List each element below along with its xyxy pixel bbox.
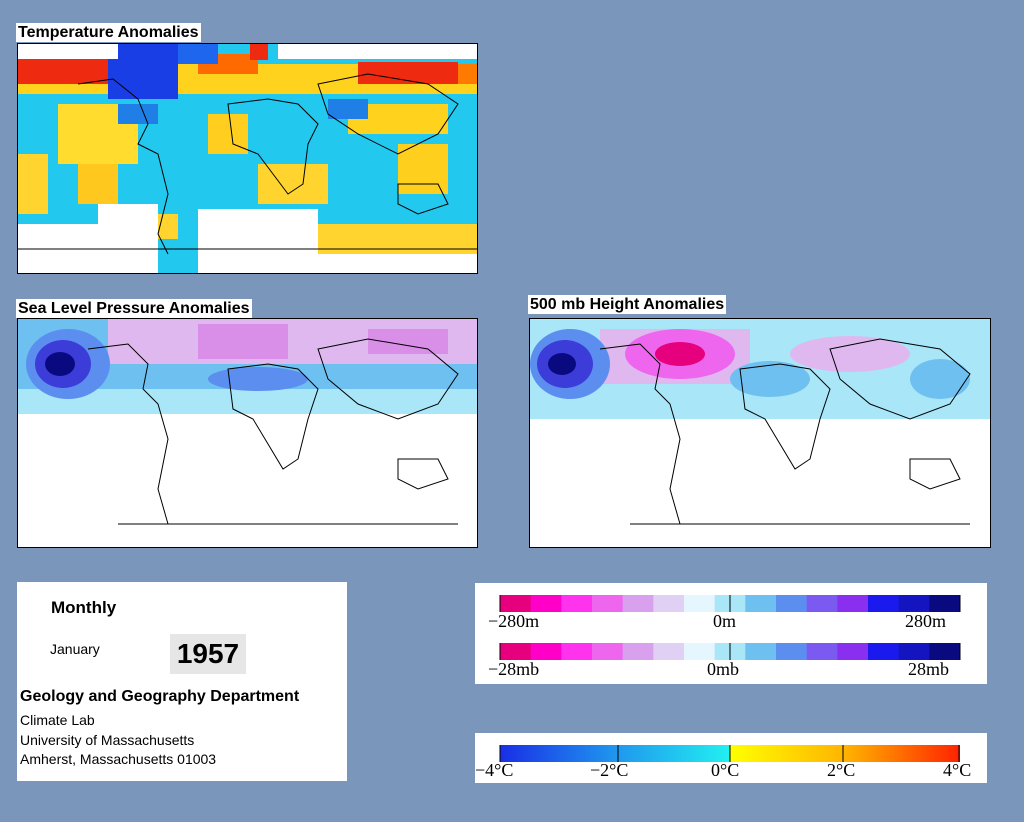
color-bar-segment [500,643,532,660]
temperature-legend: −4°C −2°C 0°C 2°C 4°C [475,733,987,783]
temp-scale-minus4: −4°C [475,760,514,780]
height-scale-mid: 0m [713,611,737,631]
color-bar-segment [653,595,685,612]
color-bar-segment [929,643,961,660]
color-bar-segment [592,643,624,660]
lab-label: Climate Lab [20,712,95,728]
temperature-color-bar [499,745,960,762]
color-bar-segment [745,595,777,612]
color-bar-segment [500,595,532,612]
address-label: Amherst, Massachusetts 01003 [20,751,217,767]
temp-scale-plus2: 2°C [827,760,856,780]
color-bar-segment [806,643,838,660]
color-bar-segment [561,595,593,612]
info-box: Monthly January 1957 Geology and Geograp… [17,582,347,781]
height500-anomaly-map [529,318,991,548]
color-bar-segment [776,595,808,612]
color-bar-segment [806,595,838,612]
height-scale-min: −280m [488,611,540,631]
period-label: Monthly [51,598,117,617]
slp-map-title: Sea Level Pressure Anomalies [16,299,252,318]
height-scale-max: 280m [905,611,947,631]
color-bar-segment [592,595,624,612]
color-bar-segment [929,595,961,612]
color-bar-segment [837,643,869,660]
pressure-scale-min: −28mb [488,659,540,679]
department-label: Geology and Geography Department [20,688,300,705]
year-label: 1957 [170,634,246,674]
color-bar-segment [898,643,930,660]
color-bar-segment [776,643,808,660]
color-bar-segment [684,643,716,660]
color-bar-segment [622,643,654,660]
height-color-bar [499,595,961,660]
color-bar-segment [898,595,930,612]
color-bar-segment [868,643,900,660]
color-bar-segment [653,643,685,660]
color-bar-segment [561,643,593,660]
color-bar-segment [745,643,777,660]
color-bar-segment [837,595,869,612]
temp-scale-minus2: −2°C [590,760,629,780]
temp-scale-plus4: 4°C [943,760,972,780]
university-label: University of Massachusetts [20,732,195,748]
color-bar-segment [684,595,716,612]
slp-anomaly-map [17,318,478,548]
height-pressure-legend: −280m 0m 280m −28mb 0mb 28mb [475,583,987,684]
color-bar-segment [530,643,562,660]
temp-scale-zero: 0°C [711,760,740,780]
pressure-scale-mid: 0mb [707,659,740,679]
height500-map-title: 500 mb Height Anomalies [528,295,727,314]
color-bar-segment [530,595,562,612]
month-label: January [50,641,100,657]
temperature-map-title: Temperature Anomalies [16,23,201,42]
pressure-scale-max: 28mb [908,659,950,679]
temperature-anomaly-map [17,43,478,274]
color-bar-segment [622,595,654,612]
color-bar-segment [868,595,900,612]
